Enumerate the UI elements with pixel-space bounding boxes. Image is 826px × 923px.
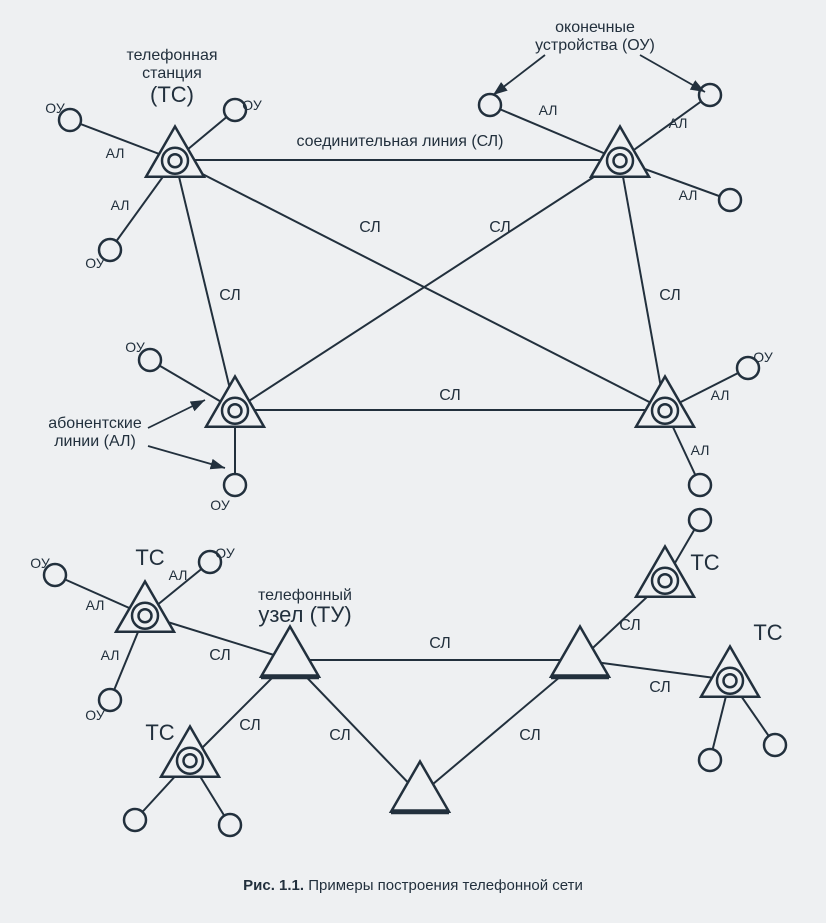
ou-label: ОУ	[753, 349, 773, 365]
al-label: АЛ	[86, 597, 105, 613]
ts-label: ТС	[135, 545, 164, 570]
ts-label: ТС	[753, 620, 782, 645]
sl-label: СЛ	[489, 219, 511, 236]
al-title: абонентские	[48, 415, 142, 432]
al-label: АЛ	[679, 187, 698, 203]
diagram-canvas: соединительная линия (СЛ) СЛ СЛ СЛ СЛ СЛ ОУ АЛ О…	[0, 0, 826, 923]
ou-title: устройства (ОУ)	[535, 37, 655, 54]
sl-label: СЛ	[429, 635, 451, 652]
tc-title-big: (ТС)	[150, 82, 194, 107]
sl-label: СЛ	[649, 679, 671, 696]
sl-label: СЛ	[519, 727, 541, 744]
ou-title: оконечные	[555, 19, 635, 36]
ou-label: ОУ	[45, 100, 65, 116]
al-label: АЛ	[691, 442, 710, 458]
ou-label: ОУ	[85, 707, 105, 723]
sl-label: соединительная линия (СЛ)	[296, 133, 503, 150]
ou-label: ОУ	[125, 339, 145, 355]
al-label: АЛ	[111, 197, 130, 213]
tc-title-line: телефонная	[126, 47, 217, 64]
al-label: АЛ	[106, 145, 125, 161]
al-title: линии (АЛ)	[54, 433, 136, 450]
tc-title-line: станция	[142, 65, 202, 82]
ou-label: ОУ	[30, 555, 50, 571]
al-label: АЛ	[539, 102, 558, 118]
figure-caption: Рис. 1.1. Примеры построения телефонной …	[243, 877, 583, 894]
al-label: АЛ	[711, 387, 730, 403]
sl-label: СЛ	[619, 617, 641, 634]
al-label: АЛ	[169, 567, 188, 583]
ts-label: ТС	[690, 550, 719, 575]
ou-label: ОУ	[210, 497, 230, 513]
sl-label: СЛ	[239, 717, 261, 734]
sl-label: СЛ	[439, 387, 461, 404]
ty-title-big: узел (ТУ)	[258, 602, 351, 627]
ou-label: ОУ	[85, 255, 105, 271]
al-label: АЛ	[101, 647, 120, 663]
sl-label: СЛ	[659, 287, 681, 304]
ou-label: ОУ	[242, 97, 262, 113]
ts-label: ТС	[145, 720, 174, 745]
ou-label: ОУ	[215, 545, 235, 561]
al-label: АЛ	[669, 115, 688, 131]
sl-label: СЛ	[329, 727, 351, 744]
sl-label: СЛ	[219, 287, 241, 304]
sl-label: СЛ	[209, 647, 231, 664]
sl-label: СЛ	[359, 219, 381, 236]
